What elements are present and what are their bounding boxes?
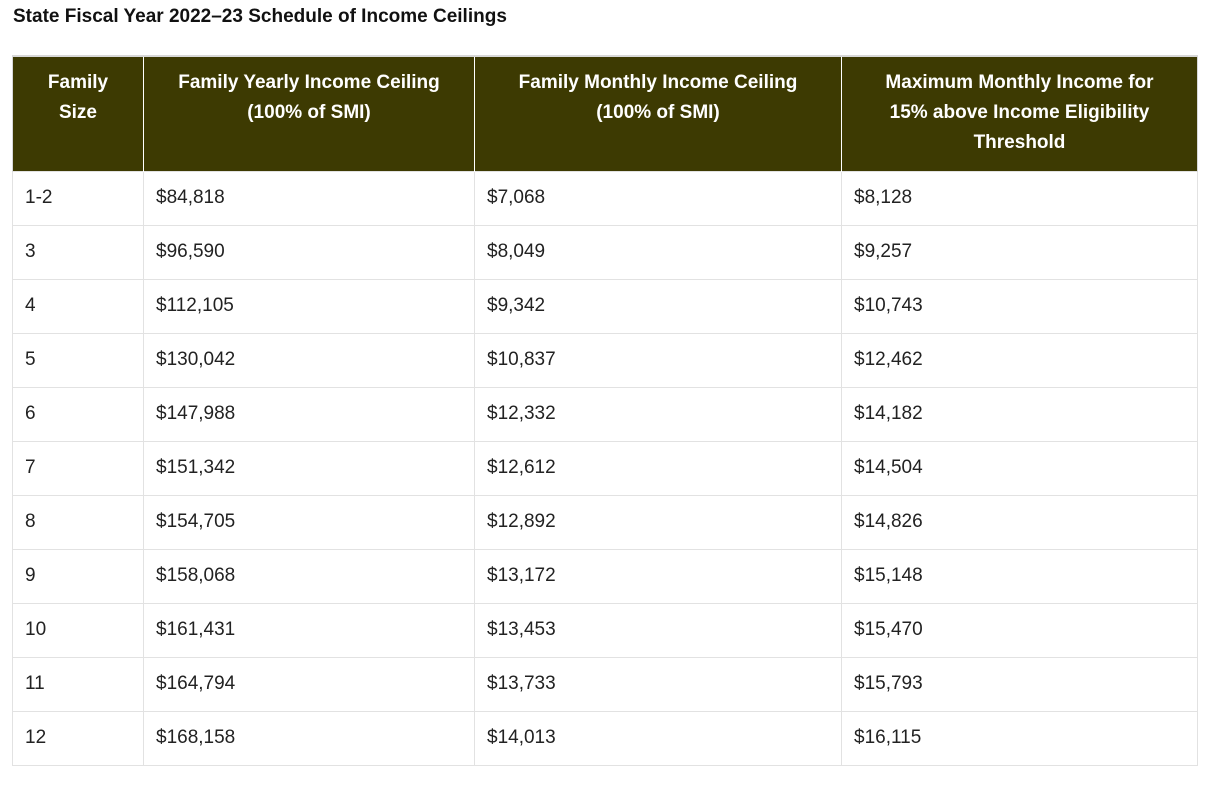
cell-maximum-monthly-income: $10,743 bbox=[841, 278, 1198, 334]
cell-monthly-ceiling: $8,049 bbox=[474, 224, 842, 280]
header-line: Family Yearly Income Ceiling bbox=[178, 72, 440, 93]
cell-maximum-monthly-income: $15,793 bbox=[841, 656, 1198, 712]
header-line: 15% above Income Eligibility bbox=[889, 102, 1150, 123]
header-maximum-monthly-income: Maximum Monthly Income for 15% above Inc… bbox=[841, 55, 1198, 171]
cell-family-size: 7 bbox=[12, 440, 144, 496]
cell-monthly-ceiling: $13,733 bbox=[474, 656, 842, 712]
cell-maximum-monthly-income: $12,462 bbox=[841, 332, 1198, 388]
cell-yearly-ceiling: $112,105 bbox=[143, 278, 475, 334]
cell-maximum-monthly-income: $16,115 bbox=[841, 710, 1198, 766]
cell-family-size: 8 bbox=[12, 494, 144, 550]
cell-yearly-ceiling: $158,068 bbox=[143, 548, 475, 604]
cell-family-size: 3 bbox=[12, 224, 144, 280]
cell-monthly-ceiling: $13,453 bbox=[474, 602, 842, 658]
table-row: 1-2 $84,818 $7,068 $8,128 bbox=[12, 170, 1198, 226]
table-row: 10 $161,431 $13,453 $15,470 bbox=[12, 602, 1198, 658]
cell-maximum-monthly-income: $15,148 bbox=[841, 548, 1198, 604]
header-line: Size bbox=[58, 102, 98, 123]
header-row: Family Size Family Yearly Income Ceiling… bbox=[12, 55, 1198, 171]
header-line: Maximum Monthly Income for bbox=[885, 72, 1154, 93]
cell-family-size: 4 bbox=[12, 278, 144, 334]
cell-monthly-ceiling: $10,837 bbox=[474, 332, 842, 388]
table-row: 6 $147,988 $12,332 $14,182 bbox=[12, 386, 1198, 442]
cell-family-size: 5 bbox=[12, 332, 144, 388]
table-row: 7 $151,342 $12,612 $14,504 bbox=[12, 440, 1198, 496]
cell-maximum-monthly-income: $14,182 bbox=[841, 386, 1198, 442]
table-row: 3 $96,590 $8,049 $9,257 bbox=[12, 224, 1198, 280]
page-title: State Fiscal Year 2022–23 Schedule of In… bbox=[13, 6, 507, 27]
header-line: Family Monthly Income Ceiling bbox=[518, 72, 798, 93]
cell-monthly-ceiling: $7,068 bbox=[474, 170, 842, 226]
cell-yearly-ceiling: $130,042 bbox=[143, 332, 475, 388]
header-monthly-ceiling: Family Monthly Income Ceiling (100% of S… bbox=[474, 55, 842, 171]
cell-monthly-ceiling: $12,892 bbox=[474, 494, 842, 550]
header-line: Threshold bbox=[973, 132, 1066, 153]
cell-yearly-ceiling: $154,705 bbox=[143, 494, 475, 550]
cell-yearly-ceiling: $84,818 bbox=[143, 170, 475, 226]
cell-monthly-ceiling: $14,013 bbox=[474, 710, 842, 766]
cell-family-size: 6 bbox=[12, 386, 144, 442]
cell-family-size: 9 bbox=[12, 548, 144, 604]
cell-monthly-ceiling: $12,612 bbox=[474, 440, 842, 496]
cell-maximum-monthly-income: $14,504 bbox=[841, 440, 1198, 496]
income-ceiling-table: Family Size Family Yearly Income Ceiling… bbox=[12, 55, 1198, 766]
cell-maximum-monthly-income: $9,257 bbox=[841, 224, 1198, 280]
table-row: 11 $164,794 $13,733 $15,793 bbox=[12, 656, 1198, 712]
cell-yearly-ceiling: $96,590 bbox=[143, 224, 475, 280]
table-row: 9 $158,068 $13,172 $15,148 bbox=[12, 548, 1198, 604]
cell-family-size: 1-2 bbox=[12, 170, 144, 226]
table-row: 5 $130,042 $10,837 $12,462 bbox=[12, 332, 1198, 388]
cell-maximum-monthly-income: $14,826 bbox=[841, 494, 1198, 550]
cell-maximum-monthly-income: $15,470 bbox=[841, 602, 1198, 658]
header-line: (100% of SMI) bbox=[596, 102, 720, 123]
table-row: 4 $112,105 $9,342 $10,743 bbox=[12, 278, 1198, 334]
cell-yearly-ceiling: $161,431 bbox=[143, 602, 475, 658]
cell-family-size: 12 bbox=[12, 710, 144, 766]
cell-family-size: 11 bbox=[12, 656, 144, 712]
cell-maximum-monthly-income: $8,128 bbox=[841, 170, 1198, 226]
cell-yearly-ceiling: $164,794 bbox=[143, 656, 475, 712]
header-yearly-ceiling: Family Yearly Income Ceiling (100% of SM… bbox=[143, 55, 475, 171]
cell-family-size: 10 bbox=[12, 602, 144, 658]
cell-yearly-ceiling: $168,158 bbox=[143, 710, 475, 766]
table-row: 12 $168,158 $14,013 $16,115 bbox=[12, 710, 1198, 766]
header-line: (100% of SMI) bbox=[247, 102, 371, 123]
cell-yearly-ceiling: $147,988 bbox=[143, 386, 475, 442]
cell-monthly-ceiling: $9,342 bbox=[474, 278, 842, 334]
table-row: 8 $154,705 $12,892 $14,826 bbox=[12, 494, 1198, 550]
cell-monthly-ceiling: $12,332 bbox=[474, 386, 842, 442]
header-family-size: Family Size bbox=[12, 55, 144, 171]
table-body: 1-2 $84,818 $7,068 $8,128 3 $96,590 $8,049 $9,2… bbox=[12, 170, 1198, 766]
table-header: Family Size Family Yearly Income Ceiling… bbox=[12, 55, 1198, 171]
cell-yearly-ceiling: $151,342 bbox=[143, 440, 475, 496]
cell-monthly-ceiling: $13,172 bbox=[474, 548, 842, 604]
header-line: Family bbox=[47, 72, 109, 93]
